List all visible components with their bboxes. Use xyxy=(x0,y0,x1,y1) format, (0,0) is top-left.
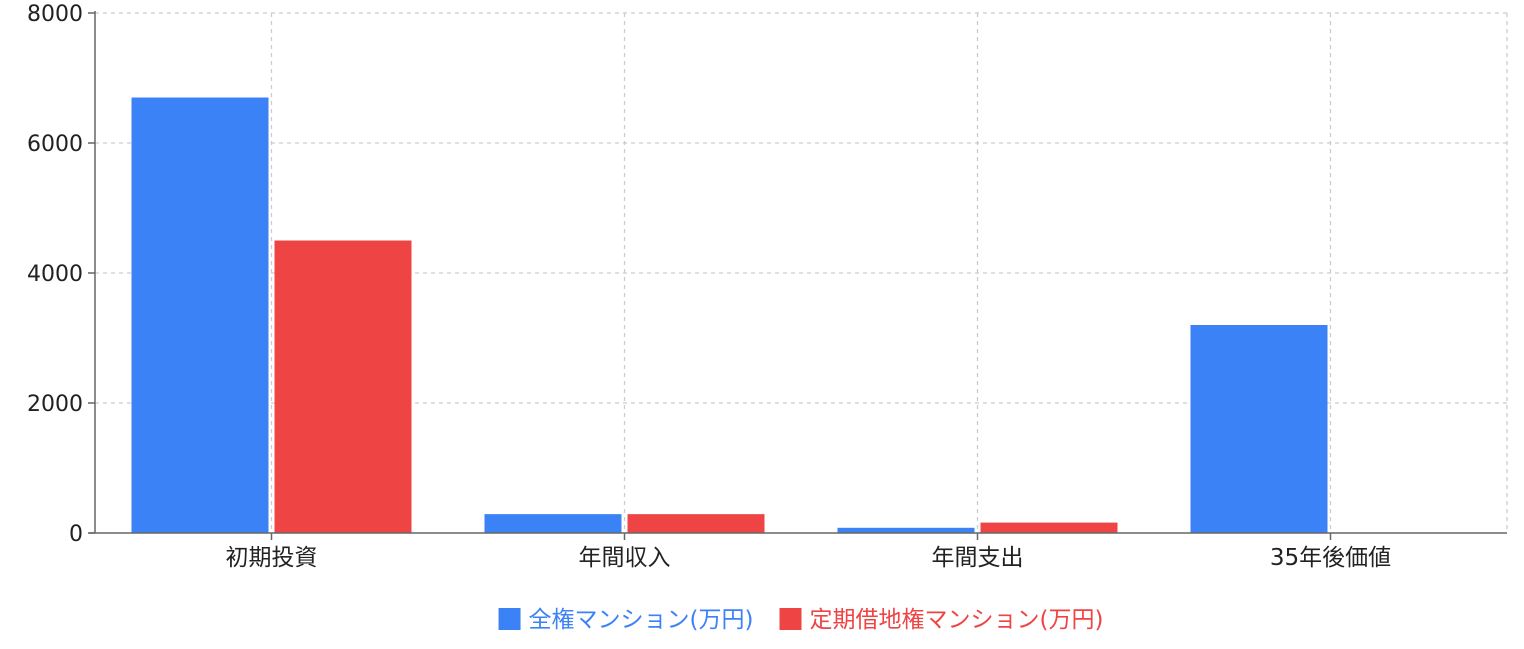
legend-swatch xyxy=(779,608,802,630)
y-tick-label: 4000 xyxy=(27,262,83,287)
x-tick-label: 初期投資 xyxy=(226,545,318,571)
axes xyxy=(88,11,1507,540)
bar-series-2-2[interactable] xyxy=(980,522,1118,533)
legend-label: 定期借地権マンション(万円) xyxy=(810,607,1104,633)
bar-series-1-3[interactable] xyxy=(1190,325,1328,533)
bar-series-1-1[interactable] xyxy=(484,514,622,533)
legend-item-2[interactable]: 定期借地権マンション(万円) xyxy=(779,607,1104,633)
legend[interactable]: 全権マンション(万円) 定期借地権マンション(万円) xyxy=(498,607,1104,633)
y-tick-label: 8000 xyxy=(27,2,83,27)
bar-series-2-0[interactable] xyxy=(274,240,412,534)
x-tick-label: 年間支出 xyxy=(932,545,1024,571)
x-tick-labels: 初期投資 年間収入 年間支出 35年後価値 xyxy=(226,545,1392,571)
y-tick-label: 6000 xyxy=(27,132,83,157)
y-tick-label: 2000 xyxy=(27,392,83,417)
bar-series-1-2[interactable] xyxy=(837,527,975,533)
legend-label: 全権マンション(万円) xyxy=(529,607,754,633)
bars xyxy=(131,97,1328,534)
x-tick-label: 年間収入 xyxy=(579,545,671,571)
bar-series-2-1[interactable] xyxy=(627,514,765,533)
y-tick-labels: 0 2000 4000 6000 8000 xyxy=(27,2,83,547)
x-tick-label: 35年後価値 xyxy=(1270,545,1391,571)
y-tick-label: 0 xyxy=(69,522,83,547)
legend-swatch xyxy=(498,608,521,630)
bar-series-1-0[interactable] xyxy=(131,97,269,534)
legend-item-1[interactable]: 全権マンション(万円) xyxy=(498,607,754,633)
